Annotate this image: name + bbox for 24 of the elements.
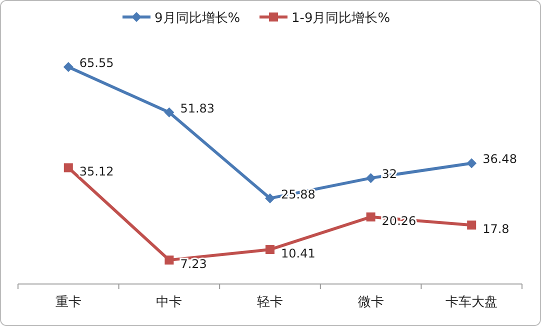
x-tick-label: 轻卡 <box>257 295 283 310</box>
data-label: 36.48 <box>482 152 517 166</box>
data-label: 17.8 <box>482 222 510 236</box>
x-tick-label: 微卡 <box>358 295 384 310</box>
point <box>63 62 74 72</box>
point <box>164 256 174 265</box>
data-label: 10.41 <box>281 246 316 261</box>
point <box>466 158 477 168</box>
point <box>164 107 174 118</box>
point <box>265 193 275 204</box>
point <box>366 173 376 184</box>
data-label: 7.23 <box>180 257 207 272</box>
x-tick-label: 中卡 <box>156 295 182 310</box>
x-tick-label: 重卡 <box>55 295 82 310</box>
x-tick-label: 卡车大盘 <box>446 295 498 310</box>
point <box>64 163 73 172</box>
data-label: 65.55 <box>79 56 114 70</box>
legend-label: 1-9月同比增长% <box>292 11 390 26</box>
point <box>366 212 376 222</box>
point <box>266 245 274 254</box>
data-label: 51.83 <box>180 101 215 116</box>
point <box>467 220 476 230</box>
legend-label: 9月同比增长% <box>154 11 240 26</box>
data-label: 35.12 <box>79 164 114 179</box>
